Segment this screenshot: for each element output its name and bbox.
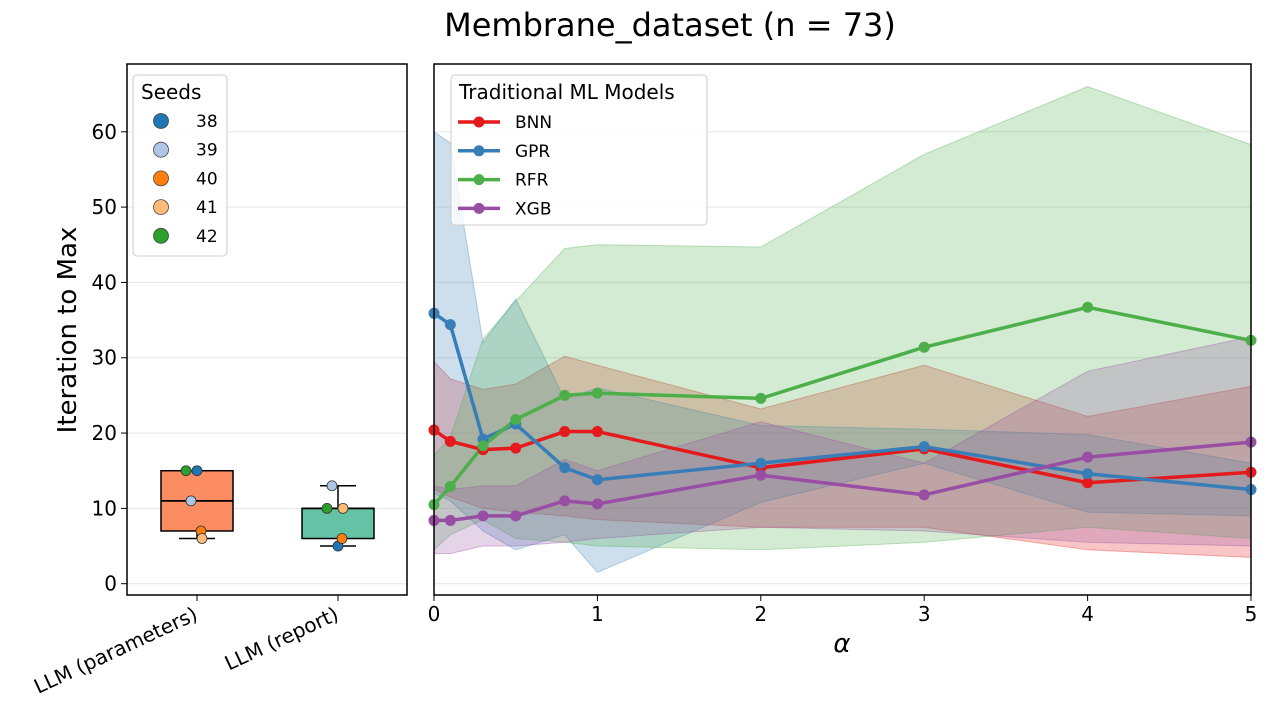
confidence-bands [434,86,1251,574]
marker-rfr [755,392,767,404]
marker-gpr [755,457,767,469]
band-gpr [434,131,1251,574]
legend-label: XGB [515,199,551,219]
marker-bnn [444,435,456,447]
x-tick-label: 0 [428,602,441,626]
marker-rfr [477,440,489,452]
legend-title: Traditional ML Models [458,80,675,104]
seed-point [180,465,192,477]
left-panel: 0 10 20 30 40 50 60 LLM (parameters) LLM (report… [30,63,408,699]
marker-gpr [559,462,571,474]
legend-label: 41 [196,198,218,218]
marker-rfr [444,481,456,493]
marker-xgb [1082,451,1094,463]
seed-point [196,533,208,544]
marker-xgb [477,510,489,522]
x-tick-label: 1 [591,602,604,626]
y-tick-label: 20 [92,421,117,445]
legend-frame [450,74,708,226]
marker-xgb [559,495,571,507]
seed-point [337,502,349,514]
legend-label: RFR [515,171,549,191]
line-xgb [434,440,1251,523]
figure-title: Membrane_dataset (n = 73) [444,6,896,44]
legend-label: 39 [196,141,218,161]
y-axis-label: Iteration to Max [53,227,83,434]
y-tick-label: 30 [92,346,117,370]
right-gridlines [434,131,1251,585]
seed-point [336,533,348,544]
y-tick-label: 40 [92,270,117,294]
marker-xgb [444,514,456,526]
x-tick-label: 4 [1081,602,1094,626]
seeds-legend: Seeds 38 39 40 41 42 [132,74,228,257]
y-tick-label: 10 [92,496,117,520]
marker-gpr [444,319,456,331]
marker-gpr [1082,468,1094,480]
y-tick-label: 0 [104,572,117,596]
marker-bnn [591,426,603,438]
x-tick-label: 5 [1245,602,1258,626]
right-axes-frame [433,63,1252,596]
series-markers [428,301,1257,526]
x-tick-label: 3 [918,602,931,626]
marker-bnn [510,442,522,454]
y-tick-label: 50 [92,195,117,219]
legend-label: GPR [515,142,550,162]
legend-marker [153,141,169,158]
seed-point [326,480,338,492]
legend-marker [153,227,169,244]
legend-label: 40 [196,169,218,189]
band-xgb [434,336,1251,555]
legend-marker [473,116,485,128]
models-legend: Traditional ML Models BNN GPR RFR XGB [450,74,708,226]
left-axes-frame [126,63,408,596]
legend-marker [153,170,169,187]
marker-rfr [591,387,603,399]
y-tick-label: 60 [92,120,117,144]
seed-point [321,502,333,514]
x-axis-label: α [833,629,850,659]
legend-marker [153,113,169,129]
marker-gpr [591,474,603,486]
seed-point [191,465,203,477]
x-tick-label: LLM (parameters) [30,602,201,699]
right-panel: 0 1 2 3 4 5 α Traditional ML Models BNN GPR RFR X… [428,63,1258,659]
marker-bnn [1082,477,1094,489]
legend-label: BNN [515,113,552,133]
marker-gpr [918,441,930,453]
marker-rfr [1082,301,1094,313]
legend-marker [473,174,485,186]
x-tick-label: 2 [754,602,767,626]
marker-rfr [559,389,571,401]
marker-xgb [591,498,603,510]
line-bnn [434,428,1251,485]
marker-xgb [755,469,767,481]
marker-rfr [918,341,930,353]
seed-points [180,465,349,552]
right-axes: 0 1 2 3 4 5 [428,63,1258,626]
band-rfr [434,86,1251,551]
legend-title: Seeds [141,80,201,104]
legend-label: 38 [196,112,218,132]
x-tick-label: LLM (report) [221,602,342,676]
seed-point [185,495,197,507]
series-lines [434,305,1251,523]
legend-label: 42 [196,227,218,247]
legend-marker [153,199,169,216]
marker-bnn [559,426,571,438]
line-rfr [434,305,1251,506]
box [301,507,375,540]
marker-xgb [918,489,930,501]
legend-marker [473,202,485,214]
marker-rfr [510,414,522,426]
line-gpr [434,311,1251,492]
legend-marker [473,145,485,157]
marker-xgb [510,510,522,522]
